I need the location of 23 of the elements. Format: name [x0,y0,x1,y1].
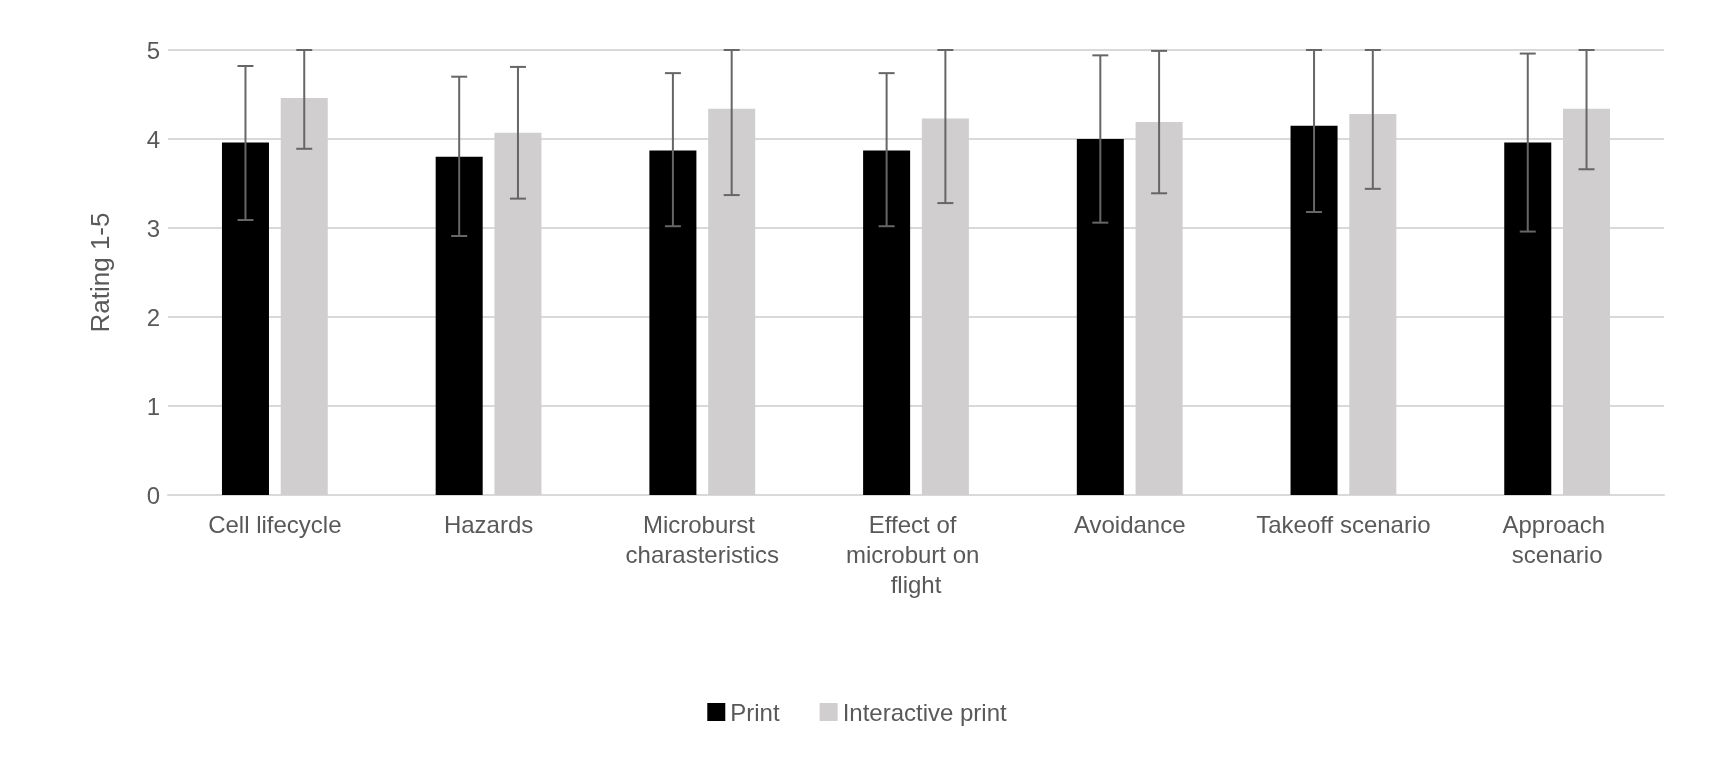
bar [1504,142,1552,495]
x-tick-label: Hazards [443,510,534,538]
bar [435,156,483,495]
legend-label: Print [730,698,780,726]
x-tick-label: Cell lifecycle [208,510,342,538]
y-tick-label: 0 [146,481,160,509]
x-tick-label: Approach scenario [1502,510,1612,568]
y-tick-label: 3 [146,214,160,242]
x-tick-label: Microburst charasteristics [625,510,779,568]
bar [1290,125,1338,495]
bar [221,142,269,495]
bar [863,150,911,495]
y-tick-label: 1 [146,392,160,420]
x-tick-label: Takeoff scenario [1256,510,1431,538]
y-tick-label: 4 [146,125,160,153]
y-axis-title: Rating 1-5 [85,212,115,333]
y-tick-label: 2 [146,303,160,331]
bar [649,150,697,495]
legend-label: Interactive print [842,698,1008,726]
y-tick-label: 5 [146,36,160,64]
x-tick-label: Effect of microburt on flight [845,510,987,598]
x-tick-label: Avoidance [1073,510,1186,538]
bar [1076,139,1124,495]
